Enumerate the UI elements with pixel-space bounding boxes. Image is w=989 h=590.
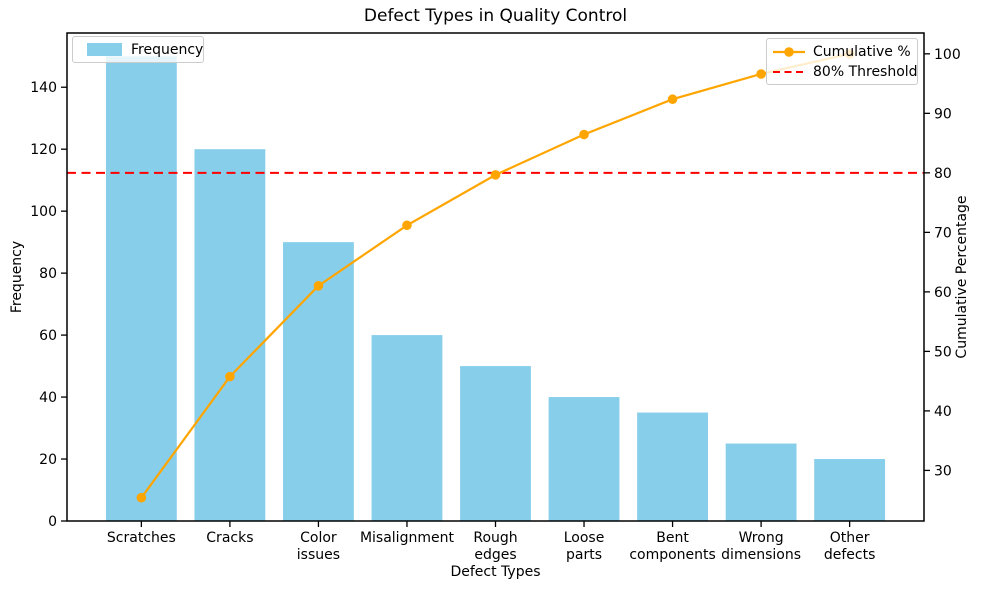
cumulative-marker-5	[579, 129, 589, 140]
cumulative-marker-7	[756, 69, 766, 79]
y-tick-label-right: 60	[934, 285, 952, 301]
y-tick-label-left: 40	[39, 390, 57, 406]
threshold-line-icon	[773, 65, 805, 79]
y-tick-label-left: 140	[30, 80, 57, 96]
legend-row-threshold: 80% Threshold	[773, 62, 918, 82]
legend-cumulative-label: Cumulative %	[813, 44, 911, 60]
x-tick-label: Loose	[564, 530, 605, 546]
cumulative-marker-4	[490, 170, 501, 180]
cumulative-marker-0	[136, 492, 147, 503]
legend-threshold-label: 80% Threshold	[813, 64, 918, 80]
legend-frequency: Frequency	[72, 36, 204, 63]
cumulative-marker-3	[402, 220, 412, 231]
x-tick-label: Bent	[656, 530, 689, 546]
y-tick-label-right: 100	[934, 47, 961, 63]
y-tick-label-left: 0	[48, 514, 57, 530]
bar-6	[637, 412, 708, 521]
cumulative-marker-6	[667, 94, 678, 105]
x-tick-label: Wrong	[739, 530, 784, 546]
x-tick-label: Color	[300, 530, 337, 546]
x-tick-label: parts	[566, 547, 602, 563]
bar-1	[194, 149, 266, 521]
x-tick-label: components	[629, 547, 716, 563]
bar-8	[814, 459, 886, 521]
y-tick-label-left: 100	[30, 204, 57, 220]
legend-row-cumulative: Cumulative %	[773, 42, 911, 62]
cumulative-marker-2	[313, 281, 324, 291]
cumulative-marker-1	[225, 371, 235, 382]
x-tick-label: dimensions	[721, 547, 801, 563]
y-tick-label-right: 30	[934, 463, 952, 479]
y-axis-label-right: Cumulative Percentage	[954, 195, 970, 359]
x-tick-label: Misalignment	[360, 530, 455, 546]
x-tick-label: defects	[824, 547, 876, 563]
bar-5	[548, 397, 620, 521]
y-tick-label-left: 60	[39, 328, 57, 344]
x-tick-label: Other	[830, 530, 870, 546]
bar-0	[105, 56, 177, 521]
bar-3	[371, 335, 443, 521]
legend-frequency-label: Frequency	[131, 41, 204, 58]
y-tick-label-right: 50	[934, 344, 952, 360]
bar-7	[725, 443, 797, 521]
bar-4	[460, 366, 531, 521]
y-tick-label-right: 90	[934, 106, 952, 122]
x-tick-label: Rough	[473, 530, 517, 546]
cumulative-line-icon	[773, 45, 805, 59]
y-tick-label-left: 120	[30, 142, 57, 158]
y-tick-label-left: 20	[39, 452, 57, 468]
x-tick-label: issues	[297, 547, 340, 563]
y-tick-label-right: 40	[934, 404, 952, 420]
x-tick-label: Cracks	[206, 530, 253, 546]
x-tick-label: Scratches	[107, 530, 176, 546]
y-tick-label-left: 80	[39, 266, 57, 282]
legend-cumulative: Cumulative % 80% Threshold	[766, 38, 918, 85]
y-tick-label-right: 80	[934, 166, 952, 182]
frequency-swatch-icon	[87, 43, 122, 56]
chart-title: Defect Types in Quality Control	[363, 6, 628, 26]
x-axis-label: Defect Types	[450, 564, 541, 580]
y-axis-label-left: Frequency	[9, 240, 25, 314]
y-tick-label-right: 70	[934, 225, 952, 241]
x-tick-label: edges	[474, 547, 516, 563]
